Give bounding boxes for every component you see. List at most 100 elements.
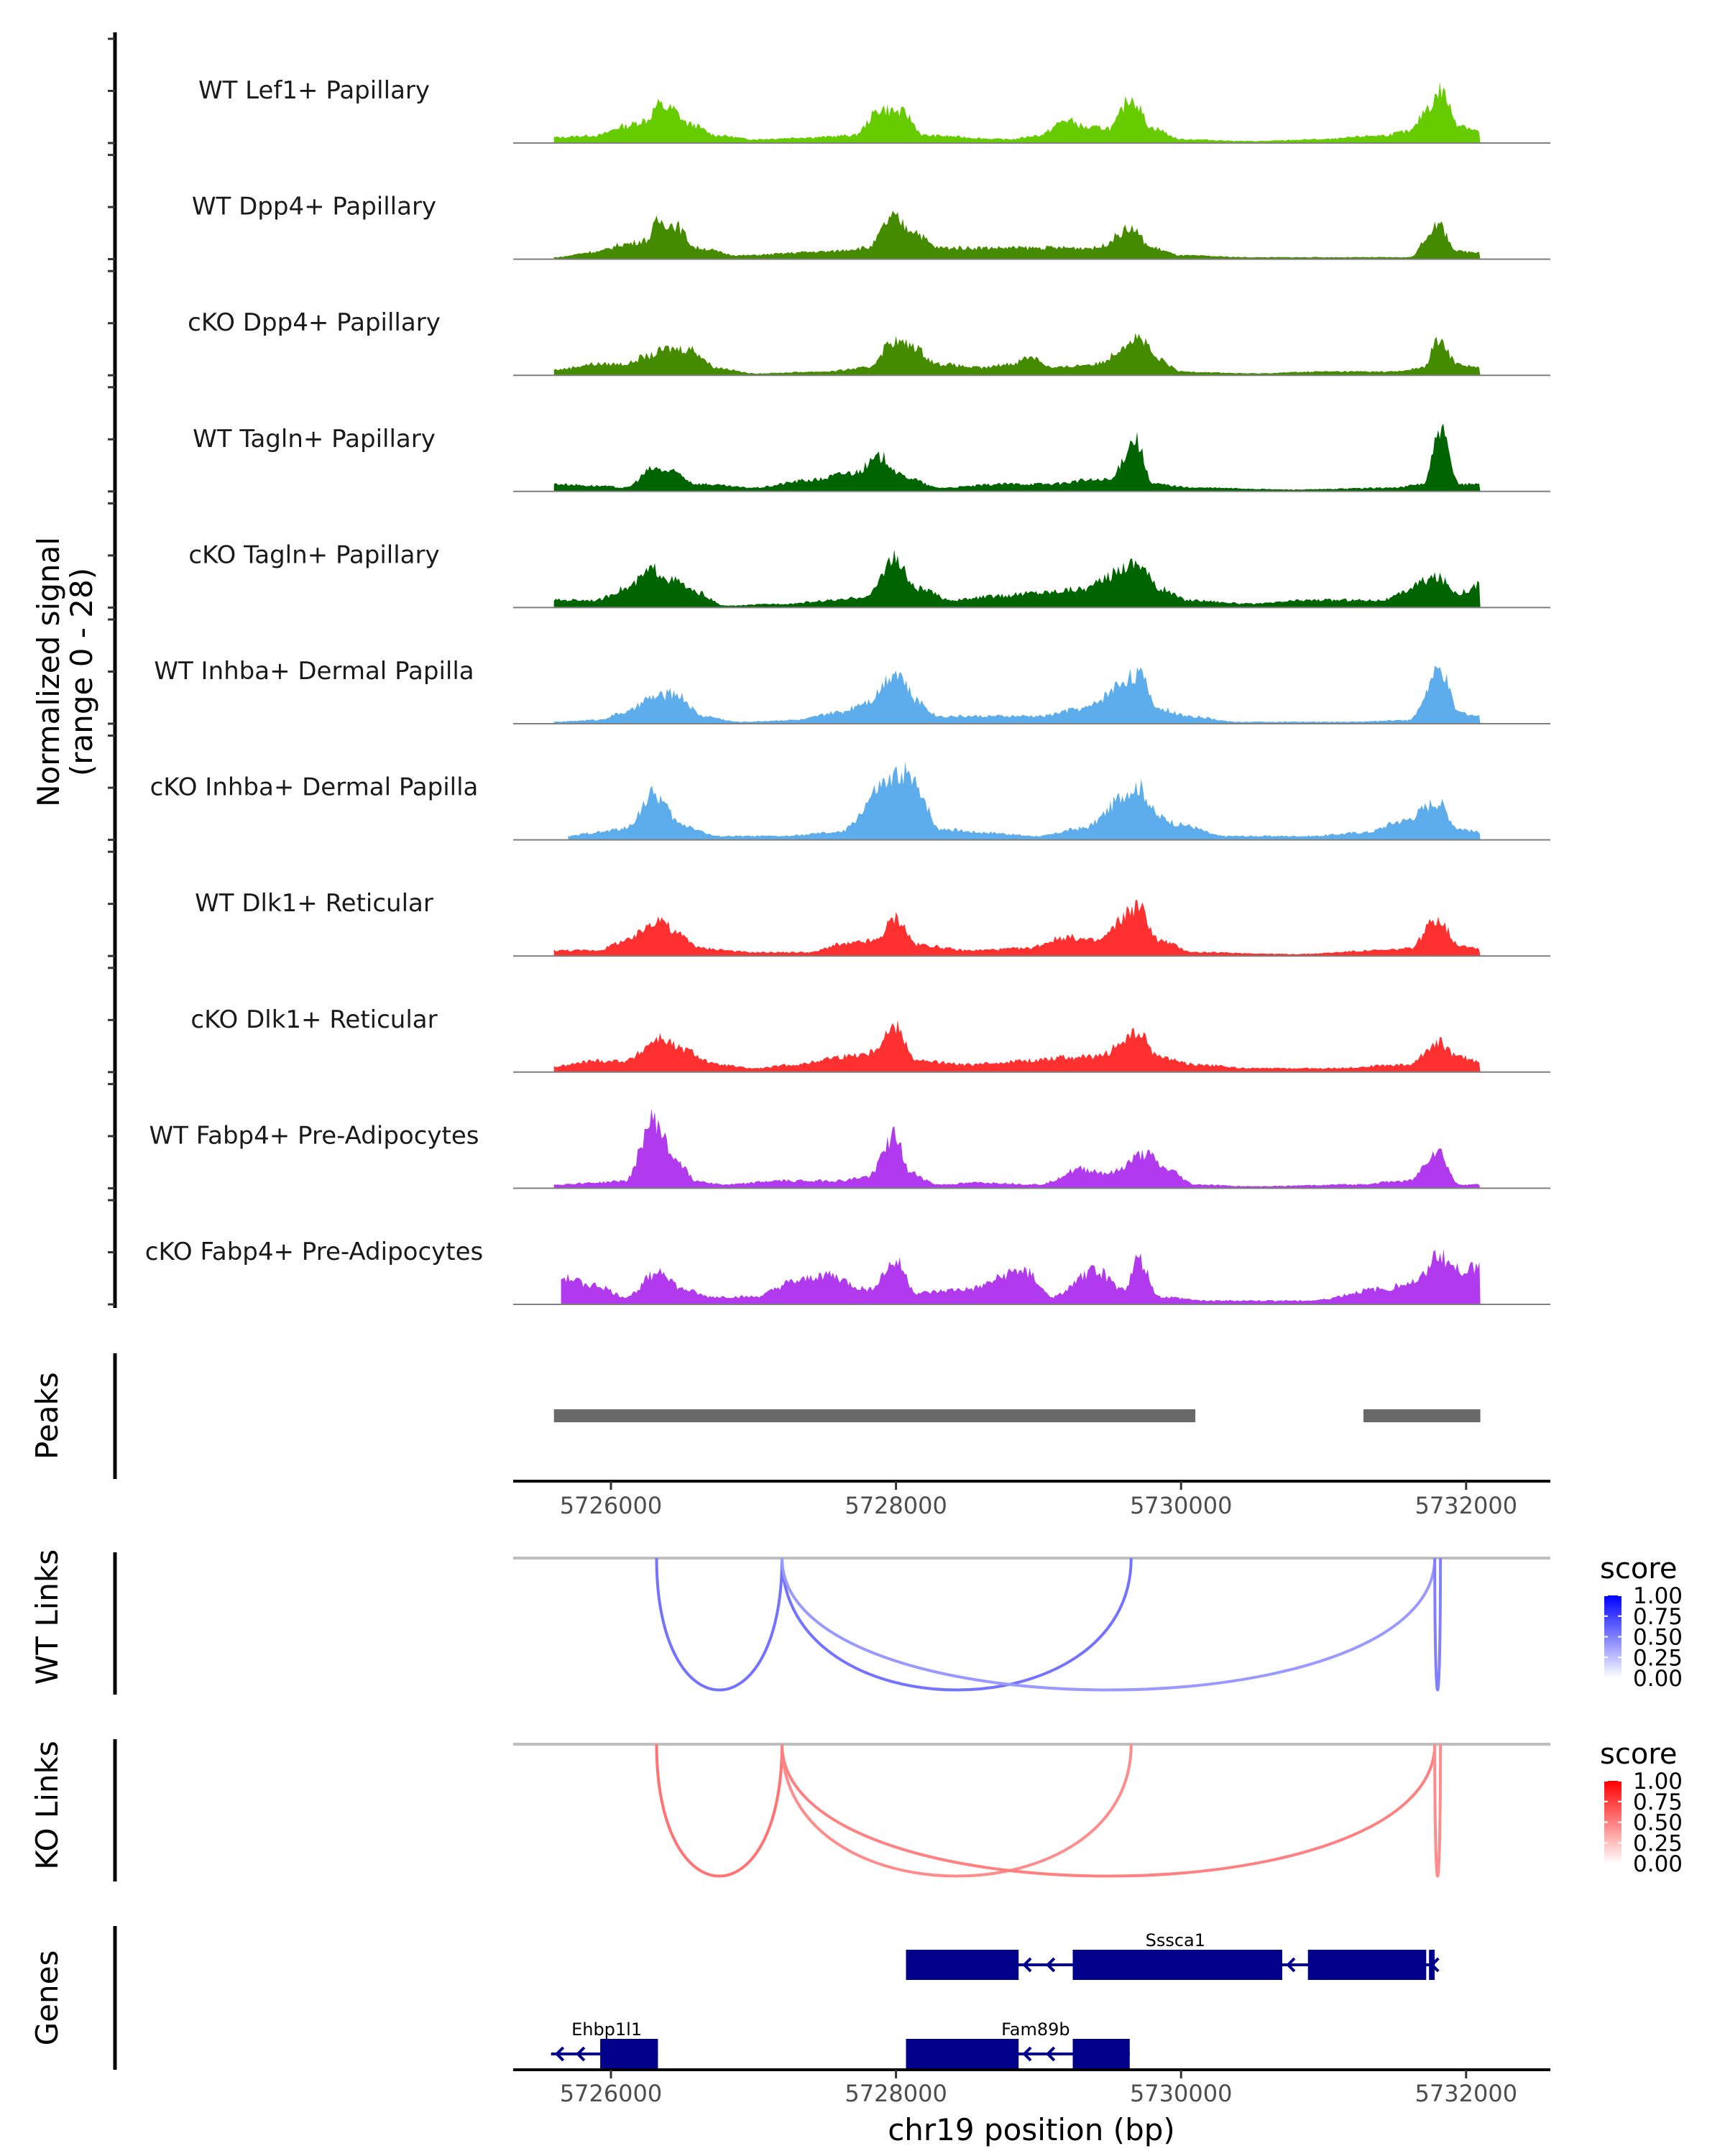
link-arc <box>781 1743 1437 1878</box>
signal-y-axis-title: Normalized signal (range 0 - 28) <box>31 537 99 807</box>
legend-tick-label: 0.25 <box>1633 1830 1683 1856</box>
legend-tick-label: 1.00 <box>1633 1583 1683 1609</box>
coverage-area <box>553 1108 1481 1189</box>
legend-tick-label: 1.00 <box>1633 1769 1683 1795</box>
y-axis-title-line2: (range 0 - 28) <box>64 568 99 776</box>
genes-x-axis-ticks: 5726000 5728000 5730000 5732000 <box>560 2070 1517 2107</box>
gene-name-label: Sssca1 <box>1146 1930 1205 1950</box>
peaks-label: Peaks <box>29 1372 65 1460</box>
legend-tick-label: 0.75 <box>1633 1789 1683 1815</box>
legend-tick-label: 0.75 <box>1633 1604 1683 1630</box>
x-tick-label: 5726000 <box>560 2080 663 2107</box>
x-tick-label: 5730000 <box>1130 1492 1233 1519</box>
y-axis-title-line1: Normalized signal <box>31 537 66 807</box>
gene-model: Ehbp1l1 <box>551 2019 658 2069</box>
x-tick-label: 5728000 <box>845 2080 947 2107</box>
track-label: cKO Dlk1+ Reticular <box>190 1005 437 1034</box>
gene-models: Sssca1 Ehbp1l1 Fam89b <box>551 1930 1440 2069</box>
strand-arrow-icon <box>554 2046 565 2062</box>
signal-y-axis <box>108 32 117 1308</box>
genes-label: Genes <box>29 1950 65 2046</box>
legend-tick-label: 0.50 <box>1633 1810 1683 1836</box>
link-arc <box>655 1557 783 1692</box>
links-label: KO Links <box>29 1741 65 1870</box>
coverage-track: cKO Dpp4+ Papillary <box>188 308 1550 377</box>
x-tick-label: 5726000 <box>560 1492 663 1519</box>
coverage-track: WT Fabp4+ Pre-Adipocytes <box>150 1108 1550 1189</box>
gene-model: Sssca1 <box>906 1930 1440 1980</box>
gene-model: Fam89b <box>906 2019 1130 2069</box>
peaks-x-axis-ticks: 5726000 5728000 5730000 5732000 <box>560 1481 1517 1519</box>
coverage-area <box>553 549 1481 608</box>
link-arc <box>781 1557 1437 1692</box>
link-arc <box>781 1743 1133 1878</box>
x-axis-title: chr19 position (bp) <box>888 2112 1175 2147</box>
coverage-tracks: WT Lef1+ Papillary WT Dpp4+ Papillary cKO … <box>145 76 1550 1305</box>
coverage-area <box>553 665 1481 724</box>
peak-region <box>1363 1409 1481 1422</box>
link-arc <box>1433 1557 1443 1692</box>
gene-name-label: Ehbp1l1 <box>571 2019 642 2040</box>
genes-panel: Genes Sssca1 Ehbp1l1 Fam89b 5726000 5728000… <box>29 1926 1550 2147</box>
legend-tick-label: 0.00 <box>1633 1666 1683 1692</box>
track-label: WT Dlk1+ Reticular <box>195 889 433 918</box>
coverage-track: cKO Dlk1+ Reticular <box>190 1005 1550 1073</box>
coverage-track: cKO Fabp4+ Pre-Adipocytes <box>145 1238 1550 1305</box>
link-arc <box>1433 1743 1443 1878</box>
strand-arrow-icon <box>1286 1957 1296 1973</box>
link-arc <box>781 1557 1133 1692</box>
track-label: cKO Fabp4+ Pre-Adipocytes <box>145 1238 484 1266</box>
gene-exon <box>1072 1950 1282 1980</box>
peak-regions <box>553 1409 1481 1422</box>
coverage-area <box>561 1248 1481 1304</box>
gene-exon <box>1429 1950 1435 1980</box>
legend-title: score <box>1600 1552 1677 1585</box>
coverage-area <box>553 211 1481 259</box>
track-label: WT Inhba+ Dermal Papilla <box>154 657 474 686</box>
gene-name-label: Fam89b <box>1001 2019 1070 2040</box>
x-tick-label: 5728000 <box>845 1492 947 1519</box>
coverage-track: WT Inhba+ Dermal Papilla <box>154 657 1550 724</box>
legend-tick-label: 0.50 <box>1633 1625 1683 1651</box>
links-label: WT Links <box>29 1549 65 1685</box>
coverage-area <box>568 762 1481 840</box>
coverage-track: cKO Inhba+ Dermal Papilla <box>150 762 1550 841</box>
link-arc <box>655 1743 783 1878</box>
strand-arrow-icon <box>1022 2046 1032 2062</box>
gene-exon <box>906 2039 1019 2069</box>
coverage-area <box>553 899 1481 957</box>
strand-arrow-icon <box>1022 1957 1032 1973</box>
coverage-track: cKO Tagln+ Papillary <box>188 540 1550 609</box>
strand-arrow-icon <box>1045 1957 1056 1973</box>
strand-arrow-icon <box>576 2046 586 2062</box>
track-label: cKO Inhba+ Dermal Papilla <box>150 773 479 802</box>
track-label: cKO Tagln+ Papillary <box>188 540 439 569</box>
legend-tick-label: 0.25 <box>1633 1645 1683 1671</box>
track-label: WT Lef1+ Papillary <box>198 76 430 105</box>
coverage-track: WT Tagln+ Papillary <box>193 423 1550 492</box>
peak-region <box>553 1409 1196 1422</box>
coverage-area <box>553 333 1481 376</box>
gene-exon <box>600 2039 658 2069</box>
coverage-area <box>553 1020 1481 1072</box>
coverage-track: WT Dpp4+ Papillary <box>192 193 1550 260</box>
peaks-panel: Peaks 5726000 5728000 5730000 5732000 <box>29 1353 1550 1519</box>
x-tick-label: 5732000 <box>1415 2080 1518 2107</box>
gene-exon <box>906 1950 1019 1980</box>
coverage-area <box>553 423 1481 492</box>
coverage-area <box>553 81 1481 143</box>
track-label: WT Dpp4+ Papillary <box>192 193 436 221</box>
coverage-track: WT Lef1+ Papillary <box>198 76 1550 144</box>
x-tick-label: 5730000 <box>1130 2080 1233 2107</box>
strand-arrow-icon <box>1045 2046 1056 2062</box>
gene-exon <box>1307 1950 1427 1980</box>
track-label: WT Tagln+ Papillary <box>193 425 436 453</box>
coverage-track: WT Dlk1+ Reticular <box>195 889 1550 957</box>
x-tick-label: 5732000 <box>1415 1492 1518 1519</box>
track-label: WT Fabp4+ Pre-Adipocytes <box>150 1121 479 1150</box>
legend-tick-label: 0.00 <box>1633 1851 1683 1877</box>
